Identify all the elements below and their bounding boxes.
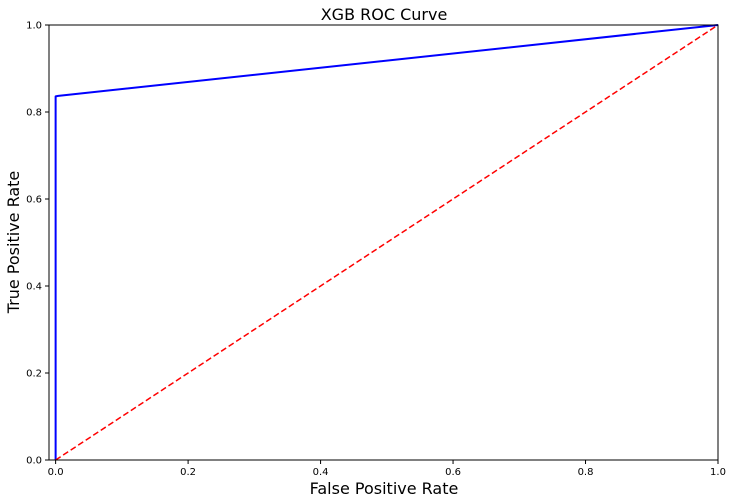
x-tick-label: 0.8 <box>578 467 594 478</box>
x-axis-label: False Positive Rate <box>310 479 459 498</box>
x-tick-label: 0.6 <box>445 467 461 478</box>
x-tick-label: 0.2 <box>180 467 196 478</box>
y-tick-label: 0.0 <box>26 456 42 467</box>
y-tick-label: 0.6 <box>26 195 42 206</box>
x-tick-label: 1.0 <box>710 467 726 478</box>
plot-area: 0.0 0.2 0.4 0.6 0.8 1.0 0.0 0.2 0.4 0.6 0.8 1.0 <box>26 21 726 479</box>
series-line-1 <box>55 24 719 461</box>
series-line-0 <box>54 24 719 460</box>
x-tick-label: 0.4 <box>313 467 329 478</box>
x-tick-label: 0.0 <box>48 467 64 478</box>
chart-title: XGB ROC Curve <box>321 5 448 24</box>
y-tick-label: 0.8 <box>26 108 42 119</box>
y-tick-label: 1.0 <box>26 21 42 32</box>
axes-frame <box>48 24 719 461</box>
y-tick-label: 0.4 <box>26 282 42 293</box>
y-tick-label: 0.2 <box>26 369 42 380</box>
y-axis-label: True Positive Rate <box>4 171 23 315</box>
